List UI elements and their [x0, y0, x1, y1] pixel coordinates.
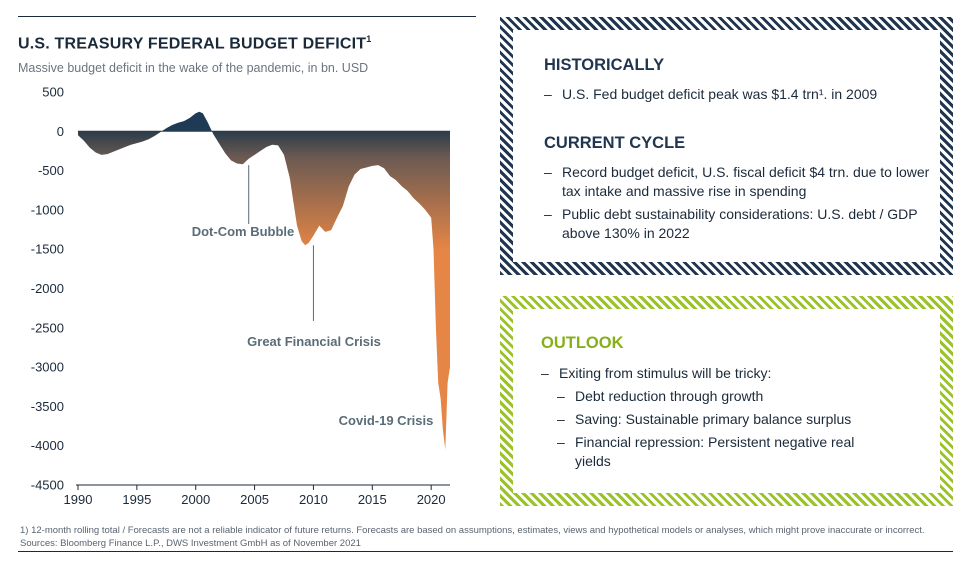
- outlook-sub-bullet-3: – Financial repression: Persistent negat…: [557, 433, 877, 471]
- historically-current-cycle-panel: HISTORICALLY – U.S. Fed budget deficit p…: [500, 17, 953, 275]
- current-cycle-bullet-2-text: Public debt sustainability consideration…: [562, 206, 918, 241]
- outlook-sub-bullet-3-text: Financial repression: Persistent negativ…: [575, 434, 855, 469]
- panel-content: OUTLOOK – Exiting from stimulus will be …: [513, 309, 940, 493]
- deficit-area-chart: 500 0 -500 -1000 -1500 -2000 -2500 -3000 -3500 -4…: [31, 85, 450, 507]
- current-cycle-heading: CURRENT CYCLE: [544, 134, 686, 152]
- y-tick-label: -2500: [31, 320, 64, 335]
- x-tick-label: 2000: [181, 492, 210, 507]
- current-cycle-bullet-2: – Public debt sustainability considerati…: [544, 205, 939, 243]
- x-tick-label: 2020: [417, 492, 446, 507]
- historically-bullet-text: U.S. Fed budget deficit peak was $1.4 tr…: [562, 86, 878, 102]
- outlook-sub-bullet-2: – Saving: Sustainable primary balance su…: [557, 410, 927, 429]
- x-tick-label: 2010: [299, 492, 328, 507]
- bullet-dash: –: [557, 434, 565, 450]
- y-axis-ticks: 500 0 -500 -1000 -1500 -2000 -2500 -3000 -3500 -4…: [31, 85, 64, 493]
- chart-subtitle: Massive budget deficit in the wake of th…: [18, 61, 369, 75]
- y-tick-label: -4500: [31, 478, 64, 493]
- annotations: Dot-Com Bubble Great Financial Crisis Covi…: [192, 165, 434, 428]
- outlook-sub-bullet-1: – Debt reduction through growth: [557, 387, 927, 406]
- deficit-area: [78, 131, 450, 450]
- x-tick-label: 1990: [64, 492, 93, 507]
- outlook-panel: OUTLOOK – Exiting from stimulus will be …: [500, 296, 953, 506]
- y-tick-label: -4000: [31, 438, 64, 453]
- outlook-heading: OUTLOOK: [541, 334, 624, 352]
- y-tick-label: -1500: [31, 242, 64, 257]
- annotation-label: Dot-Com Bubble: [192, 224, 295, 239]
- y-tick-label: -3000: [31, 360, 64, 375]
- bullet-dash: –: [544, 206, 552, 222]
- annotation-label: Covid-19 Crisis: [339, 413, 434, 428]
- annotation-label: Great Financial Crisis: [247, 334, 381, 349]
- bullet-dash: –: [544, 86, 552, 102]
- y-tick-label: 0: [57, 124, 64, 139]
- bullet-dash: –: [557, 411, 565, 427]
- bullet-dash: –: [544, 164, 552, 180]
- current-cycle-bullet-1-text: Record budget deficit, U.S. fiscal defic…: [562, 164, 930, 199]
- y-tick-label: -3500: [31, 399, 64, 414]
- outlook-bullet-text: Exiting from stimulus will be tricky:: [559, 365, 772, 381]
- top-rule: [18, 16, 476, 17]
- bullet-dash: –: [557, 388, 565, 404]
- y-tick-label: -1000: [31, 202, 64, 217]
- outlook-sub-bullet-2-text: Saving: Sustainable primary balance surp…: [575, 411, 852, 427]
- y-tick-label: 500: [42, 85, 64, 100]
- x-axis-ticks: 1990 1995 2000 2005 2010 2015 2020: [64, 485, 446, 507]
- current-cycle-bullet-1: – Record budget deficit, U.S. fiscal def…: [544, 163, 939, 201]
- x-tick-label: 2015: [358, 492, 387, 507]
- y-tick-label: -500: [38, 163, 64, 178]
- outlook-bullet: – Exiting from stimulus will be tricky:: [541, 364, 936, 383]
- chart-title: U.S. TREASURY FEDERAL BUDGET DEFICIT1: [18, 34, 372, 53]
- bullet-dash: –: [541, 365, 549, 381]
- y-tick-label: -2000: [31, 281, 64, 296]
- footnote: 1) 12-month rolling total / Forecasts ar…: [20, 525, 925, 549]
- x-tick-label: 1995: [122, 492, 151, 507]
- surplus-area: [161, 111, 212, 132]
- historically-heading: HISTORICALLY: [544, 56, 665, 74]
- bottom-rule: [18, 551, 953, 552]
- x-tick-label: 2005: [240, 492, 269, 507]
- outlook-sub-bullet-1-text: Debt reduction through growth: [575, 388, 764, 404]
- panel-content: HISTORICALLY – U.S. Fed budget deficit p…: [513, 30, 940, 262]
- historically-bullet: – U.S. Fed budget deficit peak was $1.4 …: [544, 85, 939, 104]
- title-footnote-mark: 1: [366, 34, 372, 44]
